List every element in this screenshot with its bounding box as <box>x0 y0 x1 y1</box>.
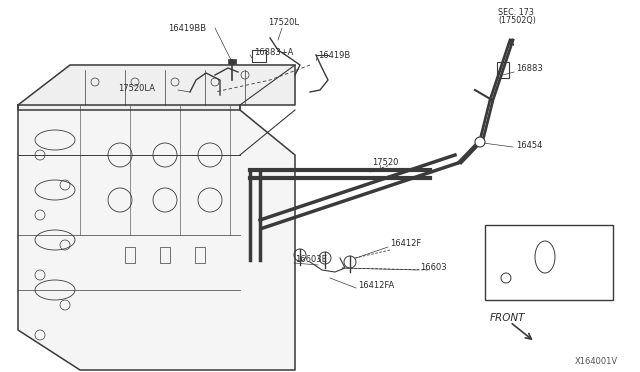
Bar <box>160 247 170 263</box>
Text: 16412F: 16412F <box>390 240 421 248</box>
Text: (17502Q): (17502Q) <box>498 16 536 25</box>
Bar <box>252 50 266 62</box>
Text: 16454: 16454 <box>516 141 542 150</box>
Text: 16883+A: 16883+A <box>254 48 293 57</box>
Text: FRONT: FRONT <box>490 313 525 323</box>
Text: 16603: 16603 <box>420 263 447 273</box>
Text: 17520: 17520 <box>372 157 398 167</box>
Bar <box>195 247 205 263</box>
Text: 17520LA: 17520LA <box>118 83 155 93</box>
Text: 16412FA: 16412FA <box>358 282 394 291</box>
Bar <box>228 59 236 64</box>
Circle shape <box>475 137 485 147</box>
Bar <box>485 225 613 300</box>
Polygon shape <box>18 105 295 370</box>
Polygon shape <box>18 65 295 110</box>
Text: 16419B: 16419B <box>318 51 350 60</box>
Text: SEC. 173: SEC. 173 <box>498 7 534 16</box>
Bar <box>497 62 509 78</box>
Text: 16603E: 16603E <box>295 256 327 264</box>
Text: 16440N: 16440N <box>500 288 532 296</box>
Text: 16883: 16883 <box>516 64 543 73</box>
Text: 16419BB: 16419BB <box>168 23 206 32</box>
Text: 17520L: 17520L <box>268 17 299 26</box>
Bar <box>125 247 135 263</box>
Text: X164001V: X164001V <box>575 357 618 366</box>
